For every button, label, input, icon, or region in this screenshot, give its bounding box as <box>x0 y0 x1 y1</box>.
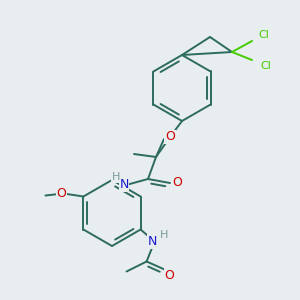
Text: O: O <box>165 269 175 282</box>
Text: O: O <box>165 130 175 143</box>
Text: Cl: Cl <box>259 30 269 40</box>
Text: N: N <box>148 235 157 248</box>
Text: N: N <box>119 178 129 191</box>
Text: H: H <box>112 172 120 182</box>
Text: H: H <box>159 230 168 241</box>
Text: Cl: Cl <box>261 61 272 71</box>
Text: O: O <box>172 176 182 190</box>
Text: O: O <box>56 187 66 200</box>
